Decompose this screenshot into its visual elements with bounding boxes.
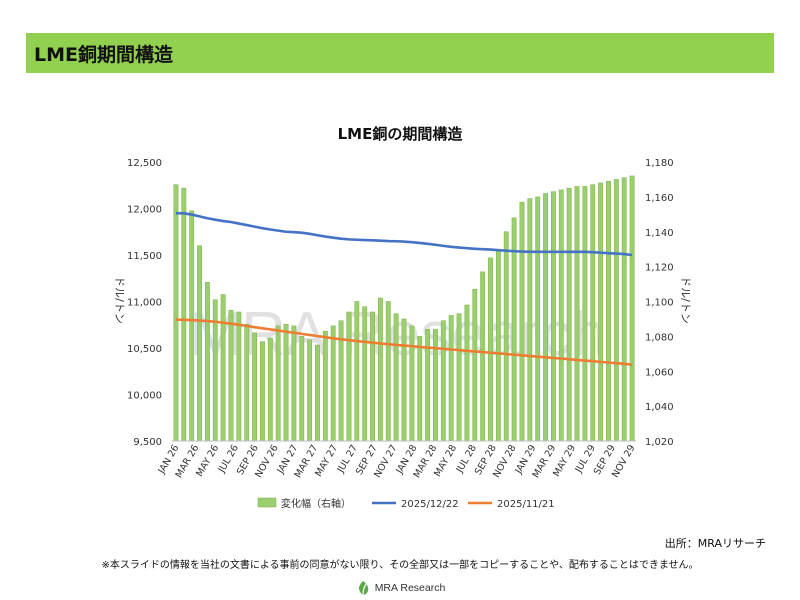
bar bbox=[307, 339, 313, 442]
legend: 変化幅（右軸） 2025/12/22 2025/11/21 bbox=[257, 497, 555, 510]
bar bbox=[393, 313, 399, 442]
bar bbox=[440, 320, 446, 442]
bar bbox=[354, 301, 360, 442]
bar bbox=[613, 179, 619, 442]
bar bbox=[488, 257, 493, 442]
bar bbox=[519, 201, 525, 442]
bar bbox=[315, 344, 320, 442]
footer-logo: MRA Research bbox=[0, 580, 800, 596]
y2-tick-label: 1,020 bbox=[645, 437, 674, 448]
bar bbox=[260, 341, 265, 442]
bar bbox=[590, 184, 596, 442]
y2-tick-label: 1,120 bbox=[645, 263, 674, 274]
y2-tick-label: 1,140 bbox=[645, 228, 674, 239]
bar bbox=[606, 180, 611, 442]
y2-axis-label: ドル/トン bbox=[679, 276, 692, 324]
y-tick-label: 10,000 bbox=[127, 391, 162, 402]
bar bbox=[574, 186, 580, 442]
bar bbox=[503, 231, 509, 442]
y-tick-label: 11,500 bbox=[127, 251, 162, 262]
left-axis-ticks: 9,500 10,000 10,500 11,000 11,500 12,000 12,50… bbox=[127, 158, 162, 448]
legend-label: 変化幅（右軸） bbox=[281, 497, 351, 510]
mra-logo-icon bbox=[358, 581, 368, 596]
series-line-2 bbox=[175, 318, 633, 367]
bar bbox=[370, 311, 375, 442]
y-tick-label: 12,000 bbox=[127, 205, 162, 216]
chart-title: LME銅の期間構造 bbox=[338, 125, 463, 143]
bar bbox=[377, 297, 383, 442]
bar bbox=[189, 210, 195, 442]
bar bbox=[582, 186, 588, 442]
y2-tick-label: 1,060 bbox=[645, 367, 674, 378]
bar bbox=[417, 336, 423, 442]
bar bbox=[409, 325, 415, 442]
legend-label: 2025/12/22 bbox=[401, 499, 459, 510]
bar bbox=[173, 184, 179, 442]
series-line-1 bbox=[175, 211, 633, 257]
bar bbox=[566, 187, 572, 442]
y2-tick-label: 1,040 bbox=[645, 402, 674, 413]
source-note: 出所：MRAリサーチ bbox=[664, 537, 766, 550]
y2-tick-label: 1,100 bbox=[645, 298, 674, 309]
bar bbox=[495, 248, 501, 442]
bar bbox=[385, 301, 391, 442]
bar bbox=[291, 325, 297, 442]
bar bbox=[456, 313, 462, 442]
bar bbox=[448, 315, 454, 442]
bar bbox=[362, 306, 368, 442]
bar bbox=[480, 271, 486, 442]
bar bbox=[299, 336, 305, 442]
bar bbox=[330, 325, 336, 442]
page-title: LME銅期間構造 bbox=[34, 43, 173, 66]
bar bbox=[401, 318, 407, 442]
logo-text: MRA Research bbox=[374, 582, 446, 594]
bar bbox=[629, 175, 635, 442]
right-axis-ticks: 1,020 1,040 1,060 1,080 1,100 1,120 1,140 1,160… bbox=[645, 158, 674, 448]
bar-group bbox=[173, 175, 635, 442]
bar bbox=[621, 177, 627, 442]
bar bbox=[551, 191, 556, 442]
bar bbox=[558, 189, 564, 442]
bar bbox=[275, 325, 281, 442]
bar bbox=[244, 323, 250, 442]
bar bbox=[527, 198, 533, 442]
bar bbox=[181, 187, 187, 442]
bar bbox=[267, 337, 273, 442]
y2-tick-label: 1,080 bbox=[645, 332, 674, 343]
y2-tick-label: 1,160 bbox=[645, 193, 674, 204]
bar bbox=[236, 311, 242, 442]
y2-tick-label: 1,180 bbox=[645, 158, 674, 169]
bar bbox=[228, 309, 234, 442]
y-tick-label: 9,500 bbox=[133, 437, 162, 448]
y-tick-label: 12,500 bbox=[127, 158, 162, 169]
bar bbox=[472, 289, 478, 442]
bar bbox=[535, 196, 541, 442]
bar bbox=[283, 323, 289, 442]
bar bbox=[543, 193, 548, 442]
bar bbox=[252, 332, 257, 442]
y-axis-label: ドル/トン bbox=[113, 276, 126, 324]
bar bbox=[433, 329, 438, 442]
legend-bar-swatch bbox=[257, 497, 277, 508]
header-bar: LME銅期間構造 bbox=[26, 33, 774, 73]
legend-label: 2025/11/21 bbox=[497, 499, 555, 510]
bar bbox=[204, 282, 210, 442]
disclaimer-text: ※本スライドの情報を当社の文書による事前の同意がない限り、その全部又は一部をコピ… bbox=[101, 560, 699, 571]
bar bbox=[220, 294, 226, 442]
y-tick-label: 10,500 bbox=[127, 344, 162, 355]
bar bbox=[464, 304, 470, 442]
bar bbox=[598, 182, 604, 442]
y-tick-label: 11,000 bbox=[127, 298, 162, 309]
bar bbox=[322, 330, 328, 442]
bar bbox=[197, 245, 202, 442]
line-group bbox=[175, 211, 633, 367]
bar bbox=[346, 311, 352, 442]
